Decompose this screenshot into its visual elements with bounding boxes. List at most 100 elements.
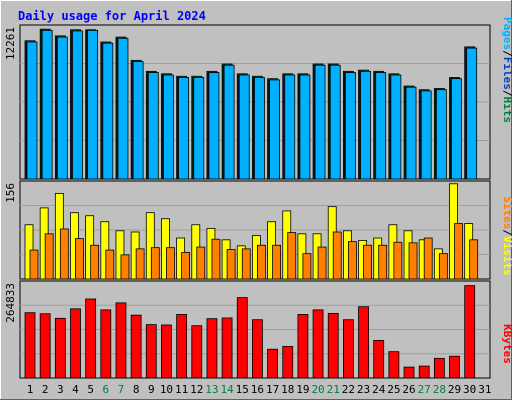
x-tick-label: 25 bbox=[387, 383, 400, 396]
x-tick-label: 17 bbox=[266, 383, 279, 396]
bar-hits-pages-day-28 bbox=[435, 89, 447, 180]
bar-hits-pages-day-2 bbox=[41, 29, 53, 180]
bar-hits-pages-day-5 bbox=[87, 29, 99, 180]
bar-kbytes-kbytes-day-25 bbox=[388, 351, 400, 379]
bar-visits-sites-day-6 bbox=[105, 249, 115, 280]
bar-hits-pages-day-11 bbox=[178, 77, 190, 180]
x-tick-label: 23 bbox=[357, 383, 370, 396]
bar-kbytes-kbytes-day-21 bbox=[327, 312, 339, 379]
bar-hits-pages-day-22 bbox=[344, 72, 356, 180]
bar-visits-visits-day-9 bbox=[145, 212, 155, 280]
x-tick-label: 28 bbox=[433, 383, 446, 396]
x-tick-label: 21 bbox=[327, 383, 340, 396]
panel-max-label: 264833 bbox=[4, 283, 17, 323]
bar-hits-pages-day-14 bbox=[223, 64, 235, 180]
bar-hits-pages-day-21 bbox=[329, 64, 341, 180]
bar-visits-sites-day-14 bbox=[226, 249, 236, 280]
bar-kbytes-kbytes-day-23 bbox=[358, 306, 369, 379]
bar-visits-sites-day-8 bbox=[135, 248, 145, 280]
bar-kbytes-kbytes-day-20 bbox=[312, 309, 324, 379]
bar-hits-pages-day-3 bbox=[56, 36, 68, 180]
x-tick-label: 30 bbox=[463, 383, 476, 396]
bar-hits-pages-day-6 bbox=[102, 42, 114, 180]
x-tick-label: 31 bbox=[478, 383, 491, 396]
bar-hits-pages-day-18 bbox=[284, 74, 296, 180]
bar-hits-pages-day-7 bbox=[117, 37, 129, 180]
axis-label-part: / bbox=[501, 90, 512, 97]
x-tick-label: 4 bbox=[72, 383, 79, 396]
bar-kbytes-kbytes-day-15 bbox=[236, 297, 248, 379]
bar-hits-pages-day-30 bbox=[466, 47, 478, 180]
bar-kbytes-kbytes-day-11 bbox=[176, 314, 188, 379]
x-tick-label: 2 bbox=[42, 383, 49, 396]
bar-visits-sites-day-28 bbox=[438, 253, 448, 280]
bar-hits-pages-day-17 bbox=[269, 79, 280, 180]
bar-visits-sites-day-12 bbox=[196, 246, 206, 280]
panel-axis-label: KBytes bbox=[501, 324, 512, 364]
bar-kbytes-kbytes-day-18 bbox=[282, 345, 294, 379]
axis-label-part: Visits bbox=[501, 236, 512, 276]
x-tick-label: 22 bbox=[342, 383, 355, 396]
bar-kbytes-kbytes-day-17 bbox=[267, 348, 278, 379]
bar-visits-sites-day-24 bbox=[378, 244, 388, 280]
bar-hits-pages-day-23 bbox=[360, 70, 371, 180]
bar-visits-sites-day-30 bbox=[469, 239, 479, 280]
x-tick-label: 9 bbox=[148, 383, 155, 396]
bar-hits-pages-day-19 bbox=[299, 74, 311, 180]
bar-hits-pages-day-25 bbox=[390, 74, 402, 180]
bar-kbytes-kbytes-day-1 bbox=[24, 312, 36, 379]
bar-visits-sites-day-21 bbox=[332, 231, 342, 280]
bar-kbytes-kbytes-day-13 bbox=[206, 318, 218, 379]
bar-kbytes-kbytes-day-2 bbox=[39, 313, 51, 379]
x-tick-label: 1 bbox=[27, 383, 34, 396]
bar-hits-pages-day-27 bbox=[420, 90, 432, 180]
x-tick-label: 18 bbox=[281, 383, 294, 396]
panel-axis-label: Sites/Visits bbox=[501, 196, 512, 276]
bar-kbytes-kbytes-day-9 bbox=[145, 324, 157, 379]
bar-visits-sites-day-25 bbox=[393, 241, 403, 280]
bar-kbytes-kbytes-day-12 bbox=[191, 325, 203, 379]
bar-visits-sites-day-22 bbox=[347, 241, 357, 280]
bar-visits-sites-day-2 bbox=[44, 233, 54, 280]
bar-kbytes-kbytes-day-28 bbox=[433, 357, 445, 379]
x-tick-label: 15 bbox=[236, 383, 249, 396]
bar-visits-sites-day-16 bbox=[257, 244, 266, 280]
bar-visits-sites-day-11 bbox=[181, 252, 191, 280]
panel-max-label: 156 bbox=[4, 183, 17, 203]
x-tick-label: 6 bbox=[102, 383, 109, 396]
bar-kbytes-kbytes-day-5 bbox=[85, 298, 97, 379]
bar-hits-pages-day-26 bbox=[405, 86, 417, 180]
x-tick-label: 27 bbox=[418, 383, 431, 396]
bar-hits-pages-day-29 bbox=[451, 78, 462, 180]
bar-hits-pages-day-16 bbox=[254, 77, 265, 180]
bar-visits-sites-day-23 bbox=[363, 244, 372, 280]
x-tick-label: 16 bbox=[251, 383, 264, 396]
bar-hits-pages-day-9 bbox=[147, 72, 159, 180]
bar-visits-sites-day-1 bbox=[29, 249, 39, 280]
bar-kbytes-kbytes-day-16 bbox=[252, 319, 263, 379]
axis-label-part: Sites bbox=[501, 196, 512, 229]
axis-label-part: Pages bbox=[501, 17, 512, 50]
bar-visits-sites-day-18 bbox=[287, 232, 297, 280]
bar-visits-sites-day-17 bbox=[272, 244, 281, 280]
bar-visits-sites-day-9 bbox=[150, 247, 160, 280]
bar-hits-pages-day-12 bbox=[193, 77, 205, 180]
bar-kbytes-kbytes-day-24 bbox=[373, 340, 385, 379]
x-tick-label: 7 bbox=[118, 383, 125, 396]
bar-hits-pages-day-15 bbox=[238, 74, 250, 180]
bar-visits-sites-day-26 bbox=[408, 242, 418, 280]
axis-label-part: Hits bbox=[501, 97, 512, 124]
bar-hits-pages-day-4 bbox=[72, 30, 83, 180]
chart-title: Daily usage for April 2024 bbox=[18, 9, 206, 23]
bar-kbytes-kbytes-day-27 bbox=[418, 365, 430, 379]
panel-max-label: 12261 bbox=[4, 27, 17, 60]
bar-visits-sites-day-5 bbox=[90, 244, 100, 280]
x-tick-label: 14 bbox=[220, 383, 234, 396]
x-tick-label: 11 bbox=[175, 383, 188, 396]
bar-kbytes-kbytes-day-29 bbox=[449, 355, 460, 379]
bar-kbytes-kbytes-day-26 bbox=[403, 366, 415, 379]
axis-label-part: / bbox=[501, 50, 512, 57]
bar-hits-pages-day-1 bbox=[26, 41, 38, 180]
